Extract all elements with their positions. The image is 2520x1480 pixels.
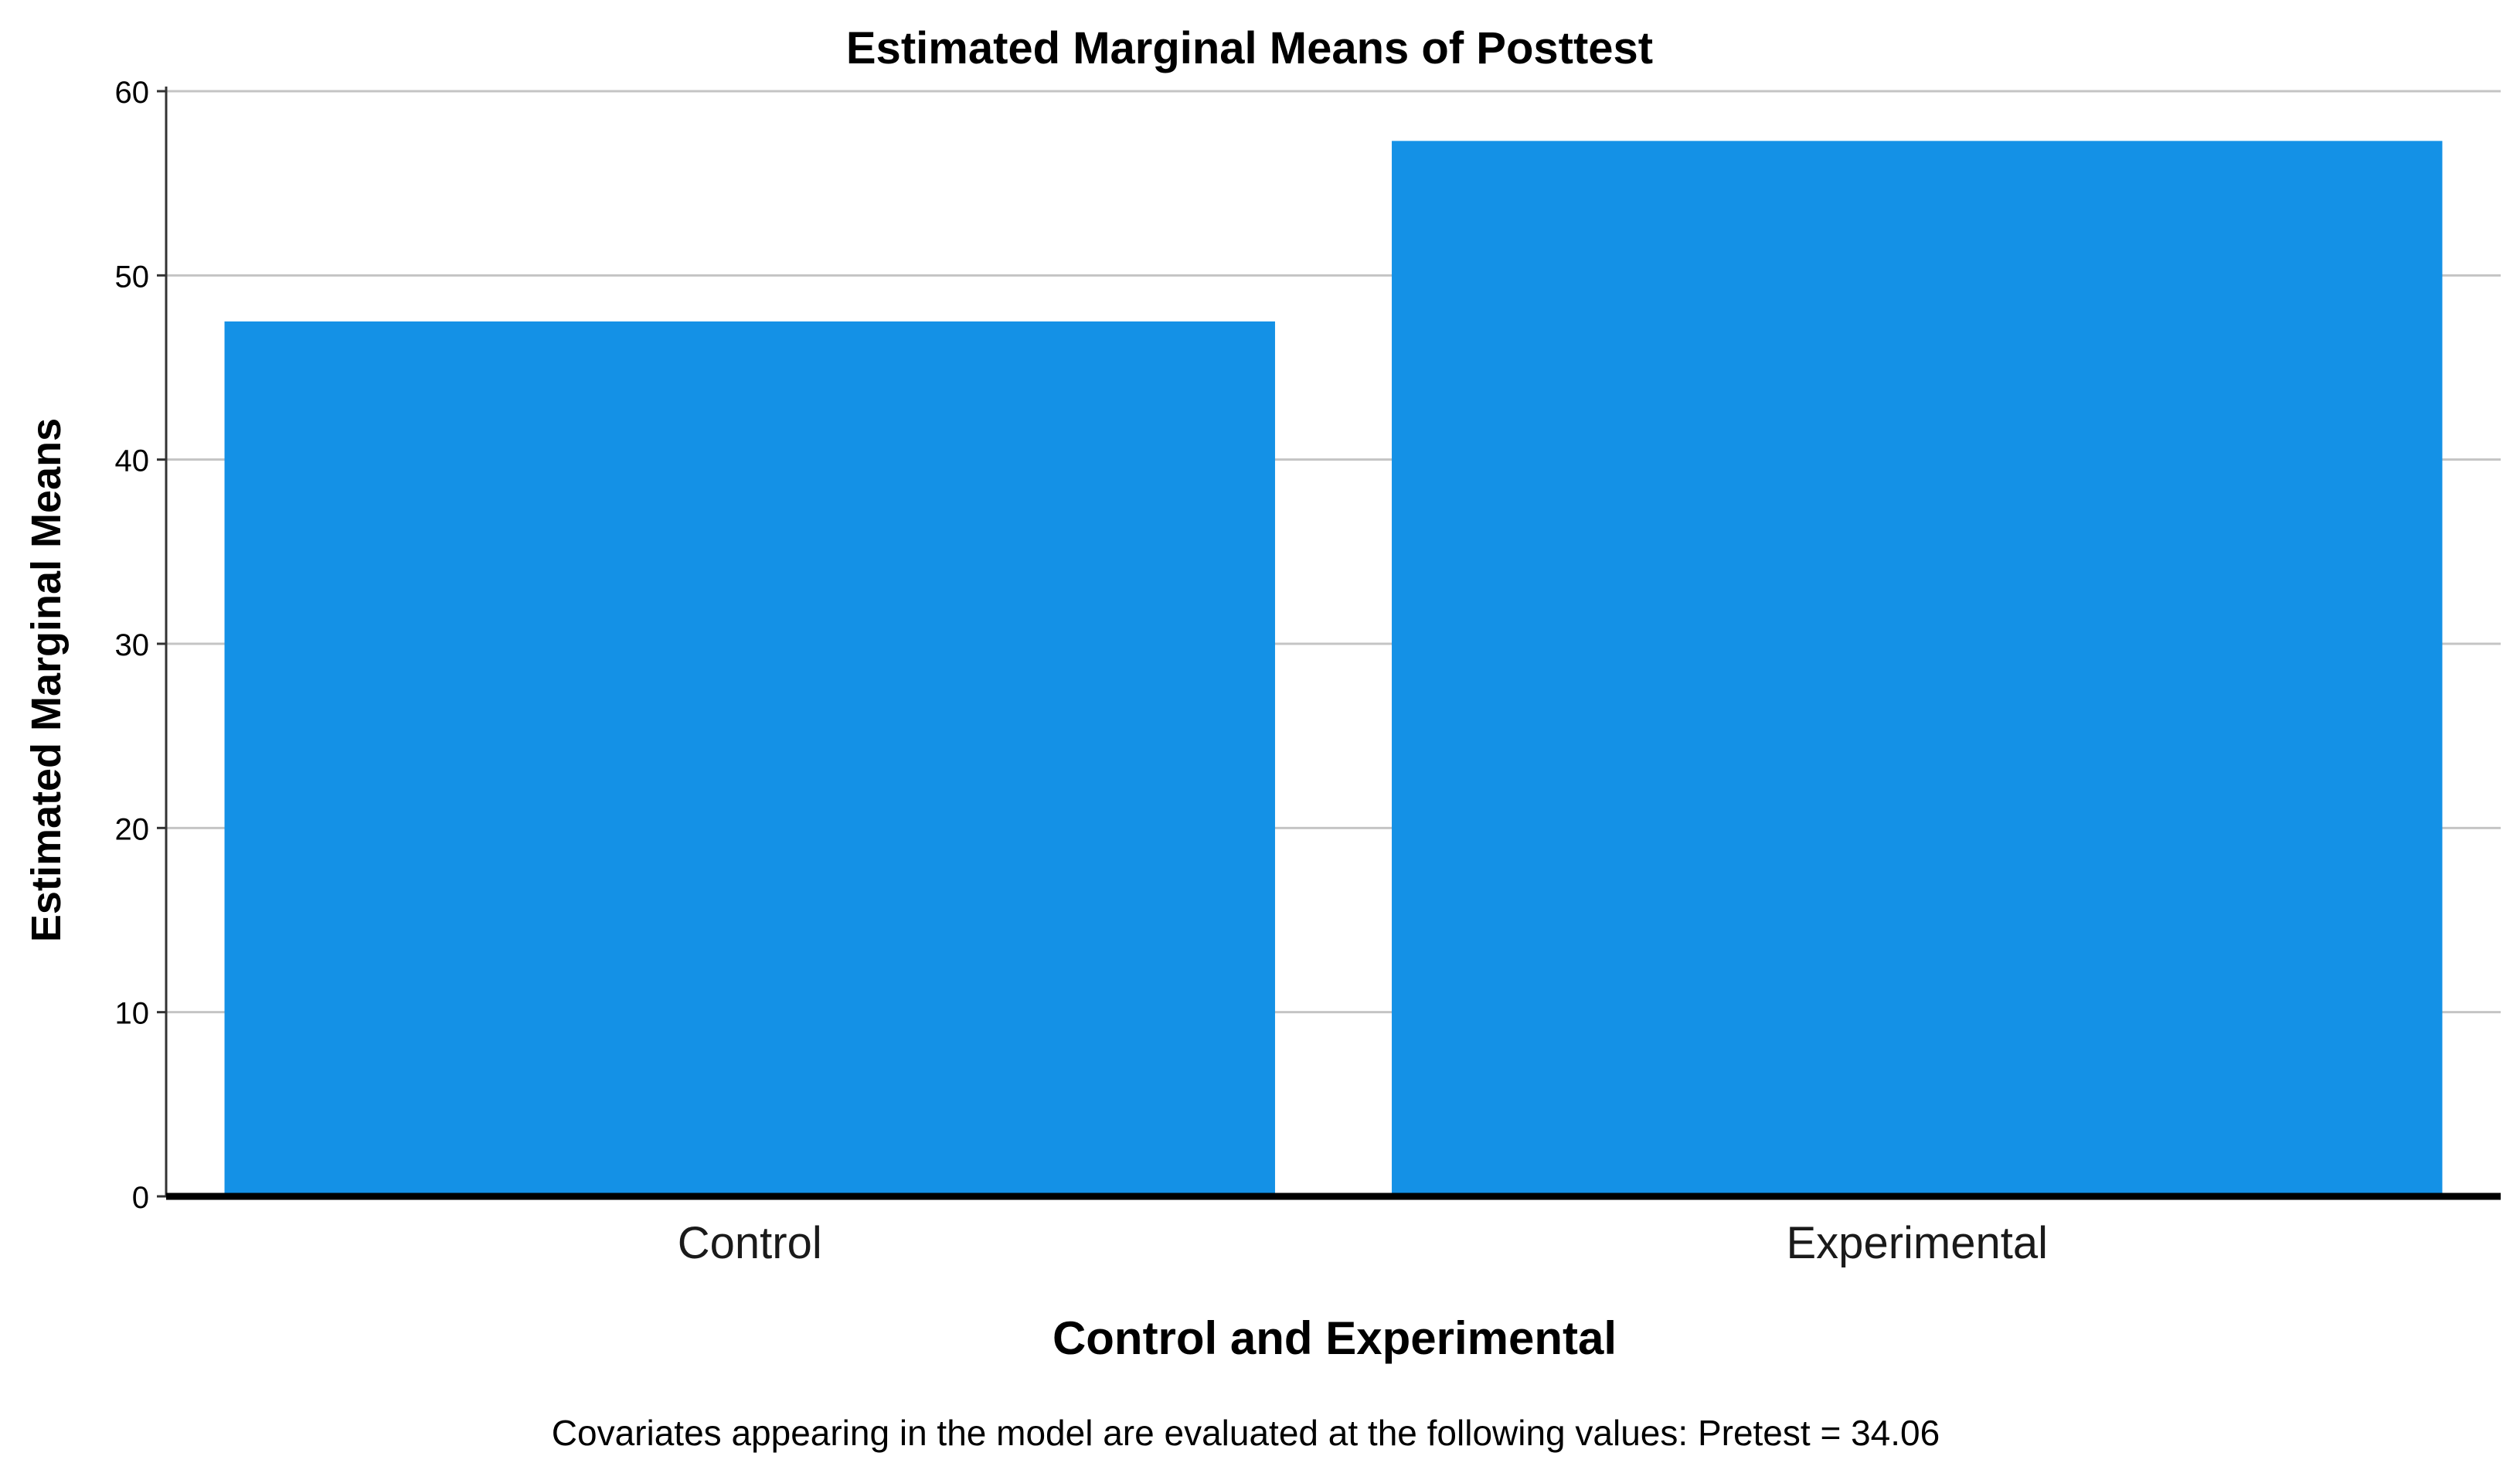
y-tick-labels: 0 10 20 30 40 50 60	[115, 76, 150, 1215]
bar-experimental	[1392, 141, 2443, 1197]
x-tick-label-control: Control	[678, 1218, 822, 1268]
x-axis-title: Control and Experimental	[1053, 1312, 1617, 1364]
y-tick-label-50: 50	[115, 260, 150, 294]
bar-control	[224, 321, 1275, 1197]
axes	[157, 87, 2501, 1200]
chart-title: Estimated Marginal Means of Posttest	[846, 23, 1653, 73]
y-tick-label-60: 60	[115, 76, 150, 110]
y-tick-label-0: 0	[132, 1181, 149, 1215]
x-tick-labels: Control Experimental	[678, 1218, 2048, 1268]
footnote: Covariates appearing in the model are ev…	[552, 1413, 1940, 1453]
bars	[224, 141, 2443, 1197]
y-tick-label-30: 30	[115, 628, 150, 662]
y-axis-title: Estimated Marginal Means	[23, 418, 70, 942]
y-tick-label-20: 20	[115, 812, 150, 846]
x-tick-label-experimental: Experimental	[1787, 1218, 2048, 1268]
y-tick-label-40: 40	[115, 444, 150, 478]
y-tick-label-10: 10	[115, 997, 150, 1031]
